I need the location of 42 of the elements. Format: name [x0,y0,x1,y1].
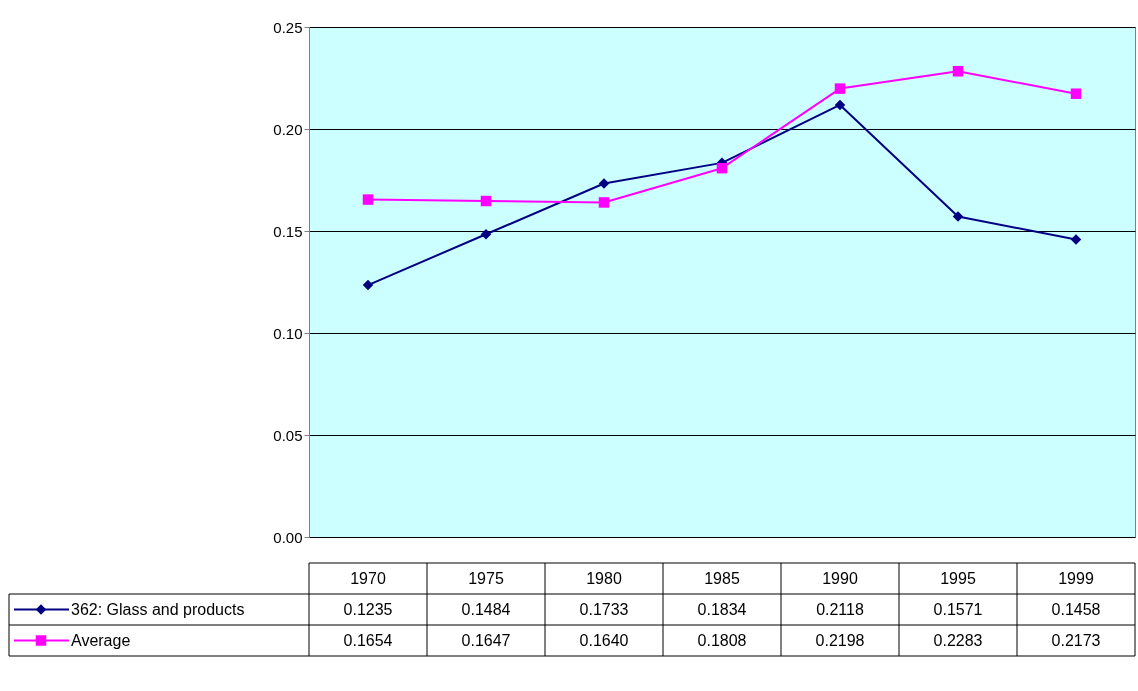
x-tick-label: 1975 [468,569,504,587]
y-tick-label: 0.00 [273,528,303,546]
point [362,279,374,291]
data-label: 0.2198 [815,631,865,649]
x-tick-label: 1999 [1058,569,1094,587]
x-tick-label: 1985 [704,569,740,587]
x-tick-label: 1970 [350,569,386,587]
point [716,162,728,174]
point [952,211,964,222]
y-tick-label: 0.25 [273,18,303,36]
point [1070,234,1082,245]
data-label: 0.1640 [579,631,629,649]
data-label: 0.2173 [1051,631,1101,649]
x-tick-label: 1980 [586,569,622,587]
data-label: 0.1647 [461,631,511,649]
point [480,195,492,207]
data-label: 0.1235 [343,600,393,618]
data-label: 0.1733 [579,600,629,618]
point [480,229,492,240]
data-label: 0.2283 [933,631,983,649]
x-tick-label: 1990 [822,569,858,587]
y-tick-label: 0.05 [273,426,303,444]
data-label: 0.1571 [933,600,983,618]
y-tick-label: 0.10 [273,324,303,342]
point [952,66,964,77]
point [1070,88,1082,99]
point [362,194,374,205]
data-label: 0.2118 [816,600,864,618]
data-label: 0.1654 [343,631,393,649]
point [834,83,846,94]
x-tick-label: 1995 [940,569,976,587]
legend-label: Average [71,631,131,649]
y-tick-label: 0.20 [273,120,303,138]
y-tick-label: 0.15 [273,222,303,240]
point [834,99,846,111]
point [598,178,610,189]
legend-label: 362: Glass and products [71,600,245,618]
point [598,197,610,208]
data-label: 0.1458 [1051,600,1101,618]
data-label: 0.1808 [697,631,747,649]
data-label: 0.1834 [697,600,747,618]
data-label: 0.1484 [461,600,511,618]
